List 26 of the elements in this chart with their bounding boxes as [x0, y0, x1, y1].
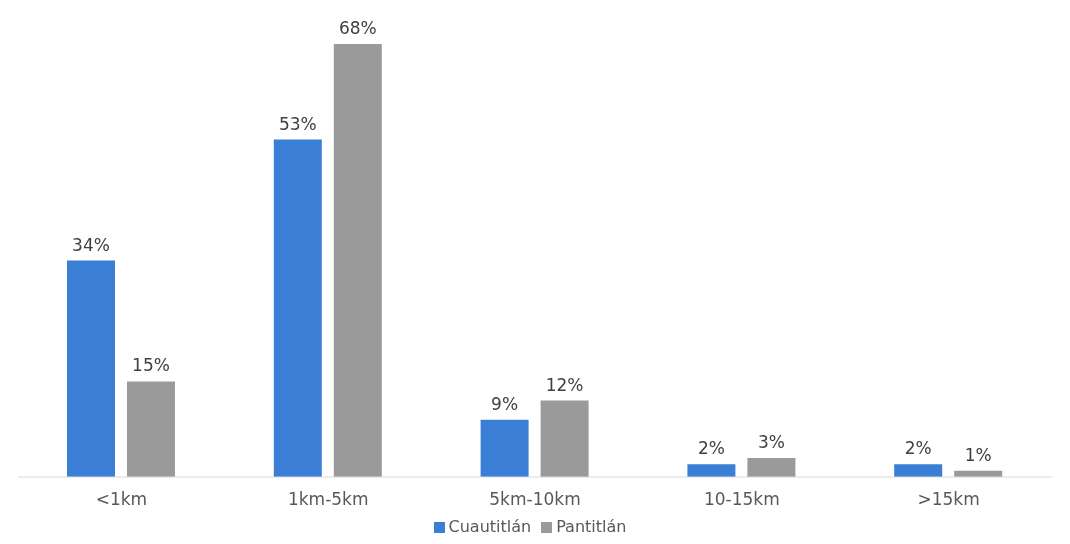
data-label: 3%	[757, 431, 785, 452]
bar	[273, 139, 322, 477]
bar	[540, 400, 589, 477]
bar	[687, 464, 736, 477]
data-label: 12%	[545, 374, 584, 395]
bar	[747, 457, 796, 477]
x-tick-label: 10-15km	[703, 489, 780, 510]
data-label: 2%	[697, 438, 725, 459]
bar	[67, 260, 115, 477]
x-tick-label: <1km	[95, 489, 148, 510]
x-tick-label: 1km-5km	[287, 489, 369, 510]
data-label: 15%	[132, 355, 170, 376]
bar	[894, 464, 943, 477]
legend-label: Pantitlán	[556, 517, 627, 536]
data-label: 9%	[491, 393, 519, 414]
data-label: 68%	[338, 18, 377, 38]
data-label: 34%	[72, 234, 110, 255]
legend-label: Cuautitlán	[448, 517, 532, 536]
bar	[127, 381, 175, 477]
data-label: 53%	[278, 113, 317, 134]
x-tick-label: >15km	[917, 489, 980, 510]
bar	[480, 419, 529, 477]
data-label: 2%	[904, 438, 932, 459]
x-tick-label: 5km-10km	[489, 489, 581, 510]
bar	[333, 44, 382, 477]
data-label: 1%	[964, 444, 992, 465]
